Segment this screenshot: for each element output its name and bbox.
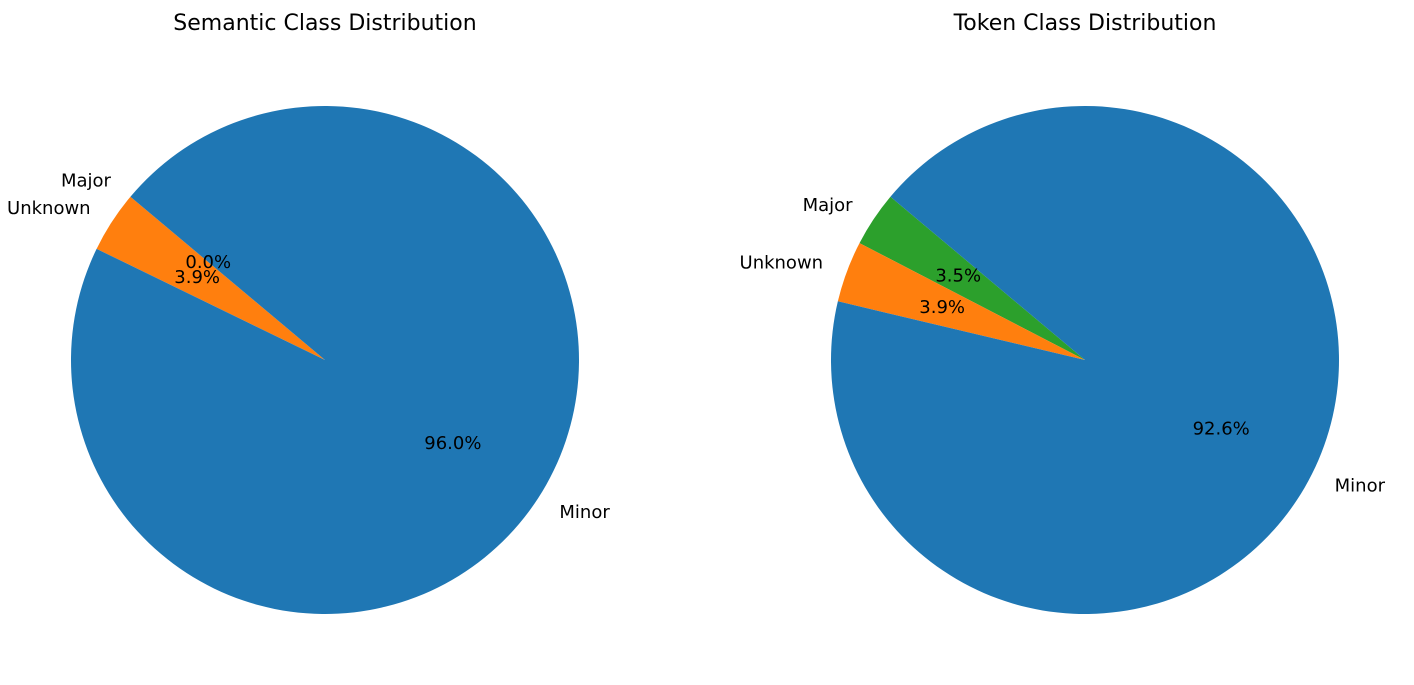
slice-pct-minor: 96.0% [424, 433, 481, 454]
chart-title: Semantic Class Distribution [173, 11, 476, 36]
slice-unknown [837, 243, 1085, 360]
slice-label-unknown: Unknown [7, 198, 91, 219]
slice-pct-major: 3.5% [935, 265, 981, 286]
slice-pct-minor: 92.6% [1193, 418, 1250, 439]
slice-minor [70, 105, 579, 615]
slice-label-minor: Minor [1335, 475, 1386, 496]
semantic-class-pie: Semantic Class Distribution Major 0.0% Unk… [7, 11, 610, 615]
slice-major [859, 196, 1085, 360]
chart-title: Token Class Distribution [953, 11, 1217, 36]
slice-label-unknown: Unknown [740, 253, 824, 274]
token-class-pie: Token Class Distribution Major 3.5% Unknow… [740, 11, 1386, 614]
slice-label-minor: Minor [559, 502, 610, 523]
slice-label-major: Major [61, 170, 112, 191]
slice-minor [830, 106, 1339, 614]
slice-pct-unknown: 3.9% [919, 297, 965, 318]
slice-pct-unknown: 3.9% [174, 267, 220, 288]
slice-label-major: Major [803, 195, 854, 216]
slice-pct-major: 0.0% [185, 252, 231, 273]
slice-unknown [96, 196, 325, 360]
